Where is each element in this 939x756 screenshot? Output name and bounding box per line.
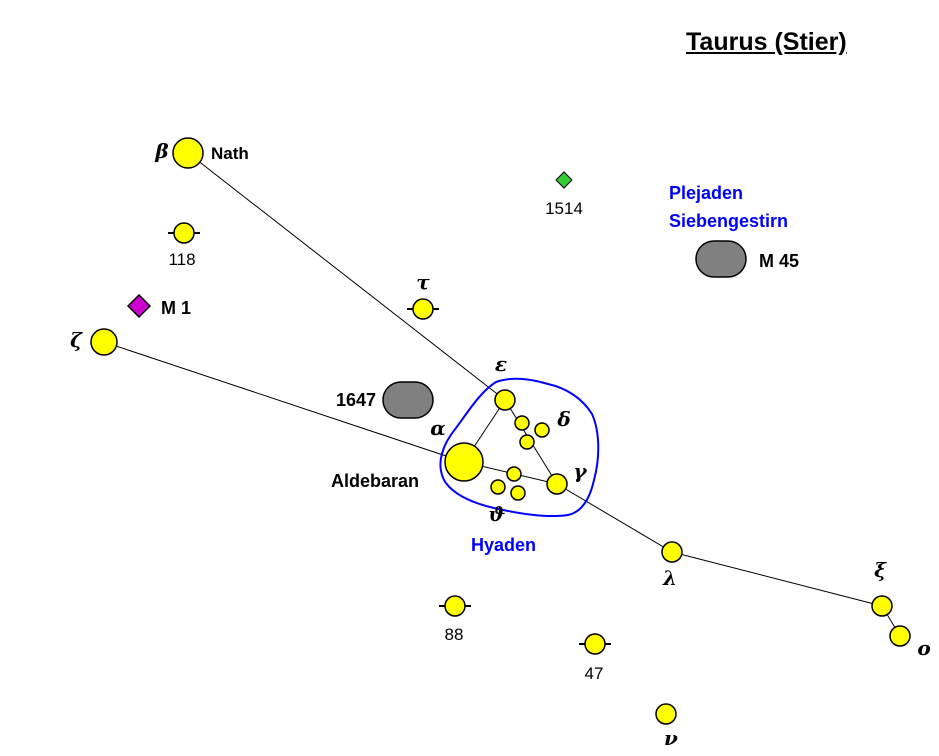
star-greek-label-gamma: γ — [573, 459, 587, 483]
star-lambda — [661, 541, 683, 563]
star-epsilon — [494, 389, 516, 411]
star-tau — [412, 298, 434, 320]
object-label-m1: M 1 — [161, 298, 191, 318]
hyades-outline — [439, 377, 600, 518]
star-greek-label-theta3: ϑ — [489, 502, 506, 526]
object-label-ngc1647: 1647 — [336, 390, 376, 410]
star-number-label-118: 118 — [168, 250, 195, 269]
star-greek-label-alpha: α — [430, 416, 445, 440]
star-greek-label-zeta: ζ — [70, 328, 83, 352]
stars — [90, 137, 911, 725]
open-cluster-symbol-ngc1647 — [382, 381, 434, 419]
object-label-ngc1514: 1514 — [545, 199, 583, 218]
planetary-nebula-symbol — [555, 171, 573, 189]
cluster-label-pleiades_line1: Plejaden — [669, 183, 743, 203]
star-alpha — [444, 442, 484, 482]
star-number-label-88: 88 — [445, 625, 464, 644]
cluster-label-pleiades_line2: Siebengestirn — [669, 211, 788, 231]
star-88 — [444, 595, 466, 617]
star-greek-label-epsilon: ε — [495, 352, 507, 376]
chart-title: Taurus (Stier) — [686, 28, 847, 56]
labels: β Nath ζ 118 τ ε δ α Aldebaran ϑ γ λ ξ ο 88 47 ν M 1 1514 1… — [70, 139, 931, 750]
line-gamma-lambda — [556, 483, 673, 553]
star-name-label-alpha: Aldebaran — [331, 471, 419, 491]
star-greek-label-omicron: ο — [917, 636, 930, 660]
deep-sky-objects — [126, 171, 747, 419]
star-omicron — [889, 625, 911, 647]
line-zeta-alpha — [103, 341, 465, 463]
star-nu — [655, 703, 677, 725]
star-greek-label-lambda: λ — [662, 566, 677, 590]
star-118 — [173, 222, 195, 244]
line-beta-epsilon — [187, 152, 506, 401]
star-gamma — [546, 473, 568, 495]
open-cluster-symbol-m45 — [695, 240, 747, 278]
star-beta — [172, 137, 204, 169]
object-label-m45: M 45 — [759, 251, 799, 271]
line-lambda-xi — [671, 551, 883, 607]
star-greek-label-nu: ν — [664, 726, 678, 750]
star-theta1 — [506, 466, 522, 482]
cluster-label-hyades: Hyaden — [471, 535, 536, 555]
crab-nebula-symbol — [126, 293, 152, 319]
star-greek-label-delta2: δ — [556, 407, 570, 431]
star-47 — [584, 633, 606, 655]
star-theta2 — [490, 479, 506, 495]
star-zeta — [90, 328, 118, 356]
star-greek-label-beta: β — [154, 139, 168, 163]
star-xi — [871, 595, 893, 617]
star-delta2 — [534, 422, 550, 438]
star-delta1 — [514, 415, 530, 431]
star-theta3 — [510, 485, 526, 501]
star-greek-label-xi: ξ — [874, 558, 887, 582]
star-name-label-beta: Nath — [211, 144, 249, 163]
star-number-label-47: 47 — [585, 664, 604, 683]
star-delta3 — [519, 434, 535, 450]
star-greek-label-tau: τ — [416, 270, 430, 294]
